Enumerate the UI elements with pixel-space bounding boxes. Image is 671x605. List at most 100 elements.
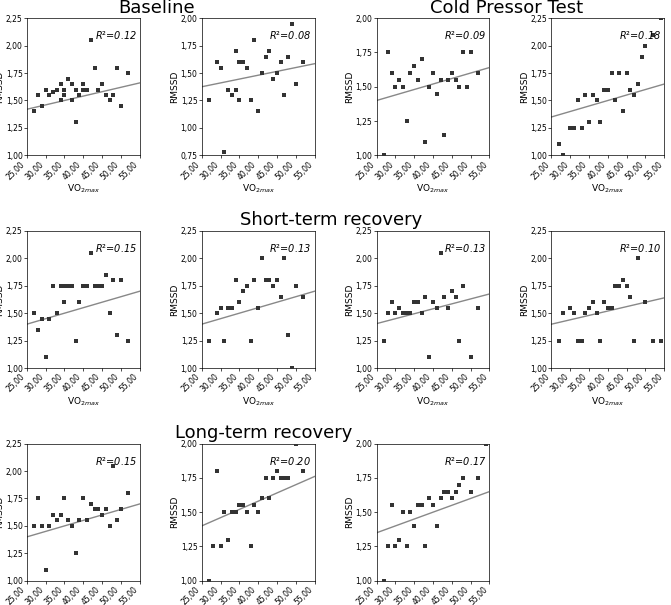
Point xyxy=(78,79,89,89)
Point xyxy=(617,106,628,116)
Point xyxy=(234,298,245,307)
Point xyxy=(416,54,427,64)
Point xyxy=(249,500,260,510)
Point xyxy=(70,117,81,127)
Point xyxy=(63,74,74,83)
Point xyxy=(59,90,70,100)
Point xyxy=(435,248,446,258)
Point xyxy=(409,298,419,307)
Point xyxy=(230,46,241,56)
Point xyxy=(558,151,568,160)
Point xyxy=(215,303,226,313)
Point xyxy=(70,549,81,558)
Point xyxy=(439,292,450,301)
Point xyxy=(63,281,74,290)
Title: Long-term recovery: Long-term recovery xyxy=(175,424,352,442)
Point xyxy=(625,292,636,301)
Point xyxy=(44,521,55,531)
Point xyxy=(215,63,226,73)
Point xyxy=(52,85,62,94)
Point xyxy=(230,275,241,285)
Point xyxy=(480,439,491,448)
Point xyxy=(640,41,651,50)
Point xyxy=(272,275,282,285)
Point xyxy=(89,505,100,514)
Point xyxy=(112,330,123,340)
Point xyxy=(44,314,55,324)
Point xyxy=(298,466,309,476)
Point xyxy=(40,352,51,362)
Point xyxy=(386,298,397,307)
Point xyxy=(52,515,62,525)
Point xyxy=(29,309,40,318)
Point xyxy=(572,336,583,345)
Point xyxy=(40,565,51,575)
Point xyxy=(108,275,119,285)
Point xyxy=(576,123,587,132)
Point xyxy=(390,541,401,551)
Point xyxy=(59,494,70,503)
Point xyxy=(275,473,286,483)
Point xyxy=(275,292,286,301)
Point xyxy=(223,535,234,545)
Point xyxy=(211,57,222,67)
Point xyxy=(401,541,412,551)
Point xyxy=(382,309,393,318)
Point xyxy=(648,30,658,39)
Point xyxy=(123,336,134,345)
X-axis label: VO$_{2max}$: VO$_{2max}$ xyxy=(242,396,274,408)
Y-axis label: RMSSD: RMSSD xyxy=(520,71,529,103)
Point xyxy=(655,13,666,23)
Point xyxy=(230,508,241,517)
Point xyxy=(242,63,252,73)
Point xyxy=(226,90,237,100)
Point xyxy=(78,85,89,94)
Point xyxy=(268,74,278,83)
Point xyxy=(599,298,609,307)
Point xyxy=(238,500,248,510)
X-axis label: VO$_{2max}$: VO$_{2max}$ xyxy=(591,183,625,195)
Point xyxy=(93,505,103,514)
Point xyxy=(29,106,40,116)
Point xyxy=(454,82,465,91)
Point xyxy=(454,336,465,345)
Point xyxy=(431,303,442,313)
Point xyxy=(204,576,215,586)
X-axis label: VO$_{2max}$: VO$_{2max}$ xyxy=(242,183,274,195)
Point xyxy=(446,68,457,78)
Point xyxy=(82,85,93,94)
Point xyxy=(89,281,100,290)
Text: $R²$=0.18: $R²$=0.18 xyxy=(619,29,662,41)
Point xyxy=(264,275,275,285)
Point xyxy=(97,79,107,89)
Point xyxy=(580,309,590,318)
Point xyxy=(424,352,435,362)
Point xyxy=(101,270,111,280)
Point xyxy=(115,275,126,285)
Point xyxy=(378,336,389,345)
Point xyxy=(439,487,450,497)
Point xyxy=(588,90,599,100)
Point xyxy=(55,281,66,290)
Point xyxy=(633,253,643,263)
Point xyxy=(568,309,579,318)
Point xyxy=(591,309,602,318)
Point xyxy=(59,298,70,307)
Point xyxy=(108,90,119,100)
Point xyxy=(253,508,264,517)
Point xyxy=(588,298,599,307)
Point xyxy=(89,63,100,73)
Point xyxy=(112,515,123,525)
Point xyxy=(268,281,278,290)
Point xyxy=(123,68,134,78)
Point xyxy=(443,487,454,497)
Point xyxy=(648,336,658,345)
Point xyxy=(625,85,636,94)
Point xyxy=(33,494,44,503)
Point xyxy=(621,281,632,290)
Point xyxy=(291,439,301,448)
Point xyxy=(55,79,66,89)
Title: Baseline: Baseline xyxy=(118,0,195,16)
Point xyxy=(234,500,245,510)
Point xyxy=(260,52,271,62)
